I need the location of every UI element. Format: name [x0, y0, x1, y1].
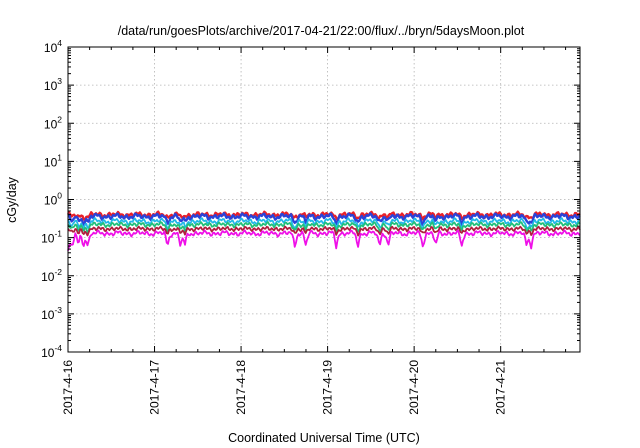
y-tick-label: 102	[44, 114, 62, 131]
series-line	[67, 229, 581, 251]
series-line	[67, 225, 581, 237]
x-tick-label: 2017-4-19	[321, 360, 335, 415]
y-tick-label: 10-3	[41, 305, 62, 322]
axis-ticks	[67, 46, 580, 353]
x-tick-labels: 2017-4-16 2017-4-17 2017-4-18 2017-4-19 2017…	[61, 360, 508, 415]
x-tick-label: 2017-4-16	[61, 360, 75, 415]
series-line	[67, 220, 581, 234]
y-tick-label: 10-2	[41, 267, 62, 284]
y-tick-label: 104	[44, 38, 62, 55]
y-tick-label: 10-4	[41, 343, 62, 360]
x-tick-label: 2017-4-18	[234, 360, 248, 415]
y-axis-label: cGy/day	[5, 176, 19, 223]
y-tick-label: 103	[44, 76, 62, 93]
y-tick-label: 101	[44, 152, 62, 169]
series-line	[67, 212, 581, 227]
y-tick-labels: 10-4 10-3 10-2 10-1 100 101 102 103 104	[41, 38, 62, 360]
x-tick-label: 2017-4-21	[494, 360, 508, 415]
x-axis-label: Coordinated Universal Time (UTC)	[228, 431, 420, 445]
grid-lines	[68, 47, 580, 352]
x-tick-label: 2017-4-20	[407, 360, 421, 415]
plot-series	[66, 210, 581, 251]
y-tick-label: 10-1	[41, 229, 62, 246]
x-tick-label: 2017-4-17	[148, 360, 162, 415]
y-tick-label: 100	[44, 191, 62, 208]
chart-title: /data/run/goesPlots/archive/2017-04-21/2…	[118, 24, 525, 38]
